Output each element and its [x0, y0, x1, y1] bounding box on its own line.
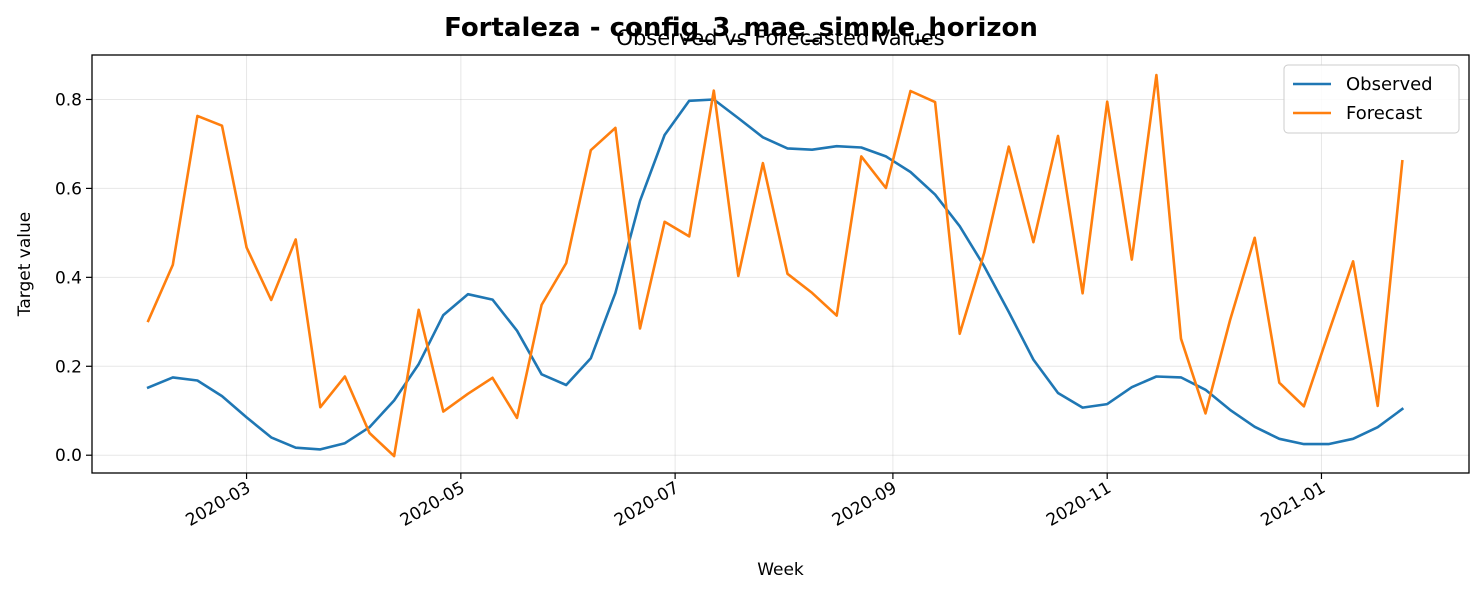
legend-label-observed: Observed — [1346, 74, 1433, 95]
chart-subtitle: Observed vs Forecasted Values — [616, 26, 944, 50]
y-tick-label: 0.8 — [55, 90, 82, 110]
x-axis-label: Week — [757, 560, 804, 580]
plot-frame — [91, 54, 1470, 474]
legend: Observed Forecast — [1283, 64, 1460, 134]
y-tick-label: 0.0 — [55, 446, 82, 466]
grid — [92, 55, 1469, 473]
y-tick-label: 0.4 — [55, 268, 82, 288]
series-line-forecast — [146, 73, 1404, 458]
y-axis-label: Target value — [15, 212, 35, 317]
legend-box — [1283, 64, 1460, 134]
series-line-observed — [146, 98, 1405, 451]
chart-title: Fortaleza - config_3_mae_simple_horizon — [444, 13, 1038, 43]
y-tick-label: 0.2 — [55, 357, 82, 377]
y-tick-label: 0.6 — [55, 179, 82, 199]
series-lines — [146, 73, 1405, 458]
legend-label-forecast: Forecast — [1346, 103, 1422, 124]
